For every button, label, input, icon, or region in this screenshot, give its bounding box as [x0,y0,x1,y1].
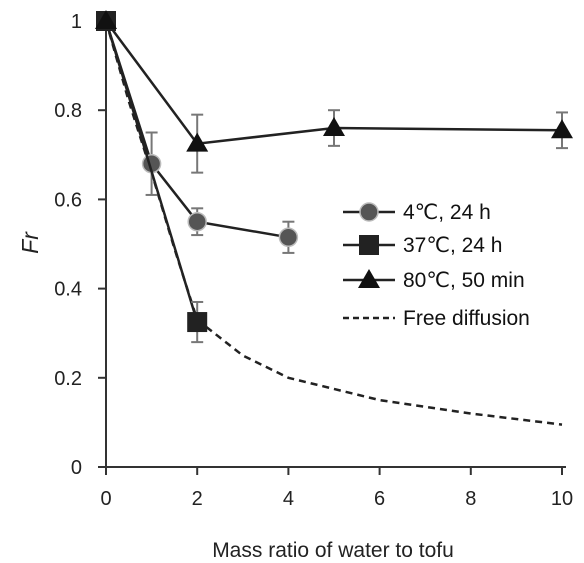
x-axis-label: Mass ratio of water to tofu [212,539,454,562]
legend-marker [358,269,380,288]
series-line [104,20,199,323]
series-line [104,20,563,146]
x-tick-label: 0 [100,488,111,510]
series-layer [95,10,573,426]
x-tick-label: 4 [283,488,294,510]
legend-label: 37℃, 24 h [403,234,502,257]
y-tick-label: 1 [71,11,82,33]
x-tick-label: 10 [551,488,573,510]
legend-marker [359,235,379,255]
axes [105,17,566,468]
y-tick-label: 0.4 [54,279,82,301]
series-line [104,20,563,426]
data-point [323,117,345,137]
y-tick-label: 0.2 [54,368,82,390]
legend-item: 80℃, 50 min [343,269,525,292]
legend-label: 4℃, 24 h [403,201,491,224]
legend-item: 4℃, 24 h [343,201,491,224]
y-ticks: 0 0.2 0.4 0.6 0.8 1 [54,11,106,479]
series-2 [95,10,573,174]
legend-marker [359,202,379,222]
legend-label: Free diffusion [403,307,530,330]
data-point [187,312,208,333]
data-point [95,10,117,29]
x-tick-label: 6 [374,488,385,510]
x-tick-label: 8 [465,488,476,510]
x-tick-label: 2 [192,488,203,510]
y-tick-label: 0.6 [54,189,82,211]
series-3 [104,20,563,426]
legend: 4℃, 24 h 37℃, 24 h 80℃, 50 min Free diffusi… [343,201,530,330]
legend-item: 37℃, 24 h [343,234,502,257]
y-tick-label: 0 [71,457,82,479]
data-point [186,132,209,152]
y-tick-label: 0.8 [54,100,82,122]
x-ticks: 0 2 4 6 8 10 [100,467,573,510]
legend-item: Free diffusion [343,307,530,330]
data-point [278,227,299,248]
data-point [551,119,573,139]
legend-label: 80℃, 50 min [403,269,525,292]
data-point [187,211,207,232]
y-axis-label: Fr [17,231,43,254]
